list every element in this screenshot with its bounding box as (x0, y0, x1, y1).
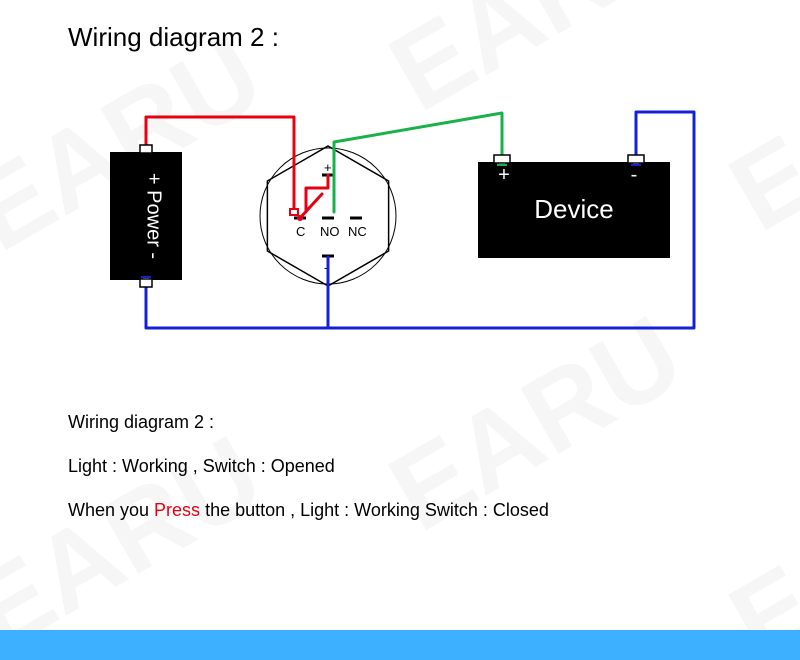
press-word: Press (154, 500, 200, 520)
svg-text:NC: NC (348, 224, 367, 239)
svg-text:+: + (324, 160, 332, 175)
desc-line: When you Press the button , Light : Work… (68, 500, 549, 521)
svg-text:NO: NO (320, 224, 340, 239)
desc-line: Light : Working , Switch : Opened (68, 456, 335, 477)
svg-text:C: C (296, 224, 305, 239)
svg-text:Device: Device (534, 194, 613, 224)
svg-text:-: - (631, 164, 638, 186)
desc-line: Wiring diagram 2 : (68, 412, 214, 433)
footer-bar (0, 630, 800, 660)
svg-text:+ Power -: + Power - (143, 173, 165, 259)
wiring-diagram: + Power -Device+-+CNONC- (0, 0, 800, 660)
svg-text:+: + (498, 164, 510, 186)
